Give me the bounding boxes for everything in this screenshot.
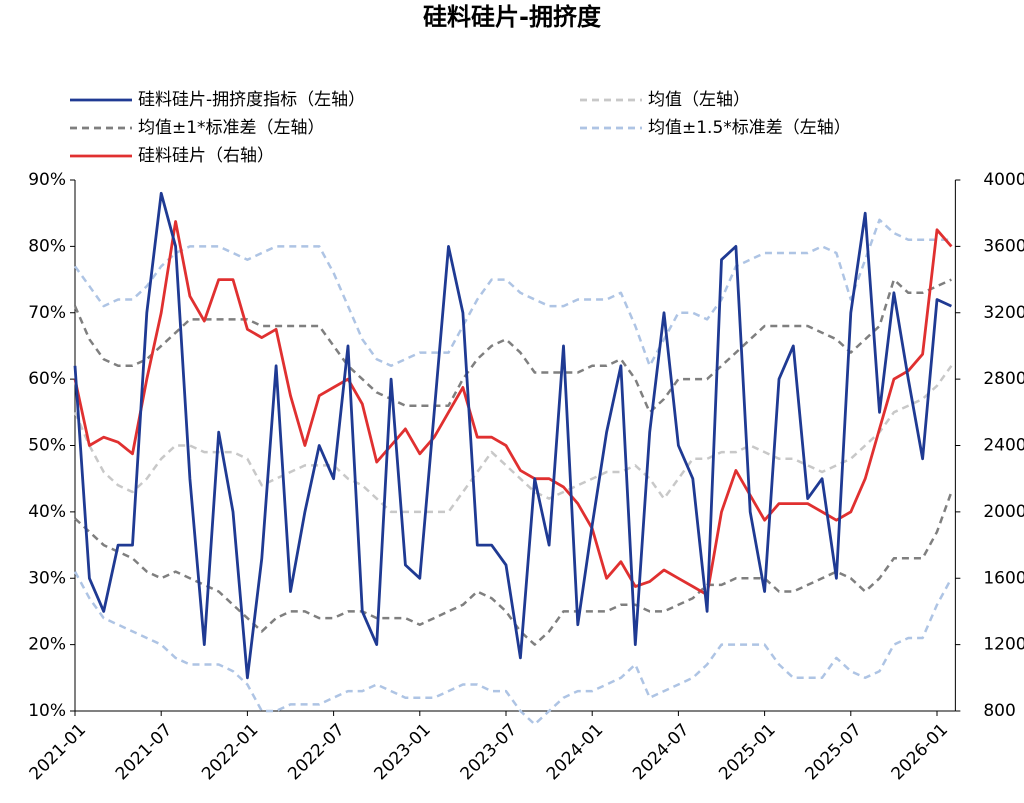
y-tick-label: 50% [28, 436, 66, 456]
y-tick-label: 60% [28, 369, 66, 389]
x-tick-label: 2025-01 [715, 720, 779, 784]
y-tick-label: 90% [28, 170, 66, 190]
x-tick-label: 2026-01 [888, 720, 952, 784]
x-tick-label: 2022-07 [284, 720, 348, 784]
y-tick-label: 80% [28, 236, 66, 256]
x-tick-label: 2021-07 [112, 720, 176, 784]
legend-label: 硅料硅片（右轴） [138, 146, 274, 166]
legend-label: 均值±1.5*标准差（左轴） [648, 118, 851, 138]
y-tick-label: 20% [28, 635, 66, 655]
band-upper-line [73, 278, 952, 414]
x-tick-label: 2025-07 [802, 720, 866, 784]
y-tick-label: 70% [28, 303, 66, 323]
y2-tick-label: 2400 [983, 436, 1024, 456]
y2-tick-label: 3200 [983, 303, 1024, 323]
y2-tick-label: 800 [983, 701, 1015, 721]
x-tick-label: 2023-01 [371, 720, 435, 784]
chart-title: 硅料硅片-拥挤度 [423, 3, 602, 31]
y2-tick-label: 1200 [983, 635, 1024, 655]
y2-tick-label: 1600 [983, 568, 1024, 588]
legend-label: 均值±1*标准差（左轴） [138, 118, 325, 138]
x-tick-label: 2022-01 [198, 720, 262, 784]
legend-label: 硅料硅片-拥挤度指标（左轴） [138, 90, 365, 110]
y2-tick-label: 2800 [983, 369, 1024, 389]
series-line [73, 220, 953, 597]
y-tick-label: 10% [28, 701, 66, 721]
y2-tick-label: 4000 [983, 170, 1024, 190]
x-tick-label: 2023-07 [457, 720, 521, 784]
band-lower-line [74, 491, 953, 646]
series-line [73, 191, 952, 680]
y-tick-label: 30% [28, 568, 66, 588]
y-tick-label: 40% [28, 502, 66, 522]
x-tick-label: 2024-07 [629, 720, 693, 784]
x-tick-label: 2024-01 [543, 720, 607, 784]
legend-label: 均值（左轴） [648, 90, 750, 110]
y2-tick-label: 3600 [983, 236, 1024, 256]
y2-tick-label: 2000 [983, 502, 1024, 522]
series-line [73, 365, 953, 514]
band-upper-line [73, 218, 952, 368]
band-lower-line [73, 571, 953, 726]
x-tick-label: 2021-01 [26, 720, 90, 784]
